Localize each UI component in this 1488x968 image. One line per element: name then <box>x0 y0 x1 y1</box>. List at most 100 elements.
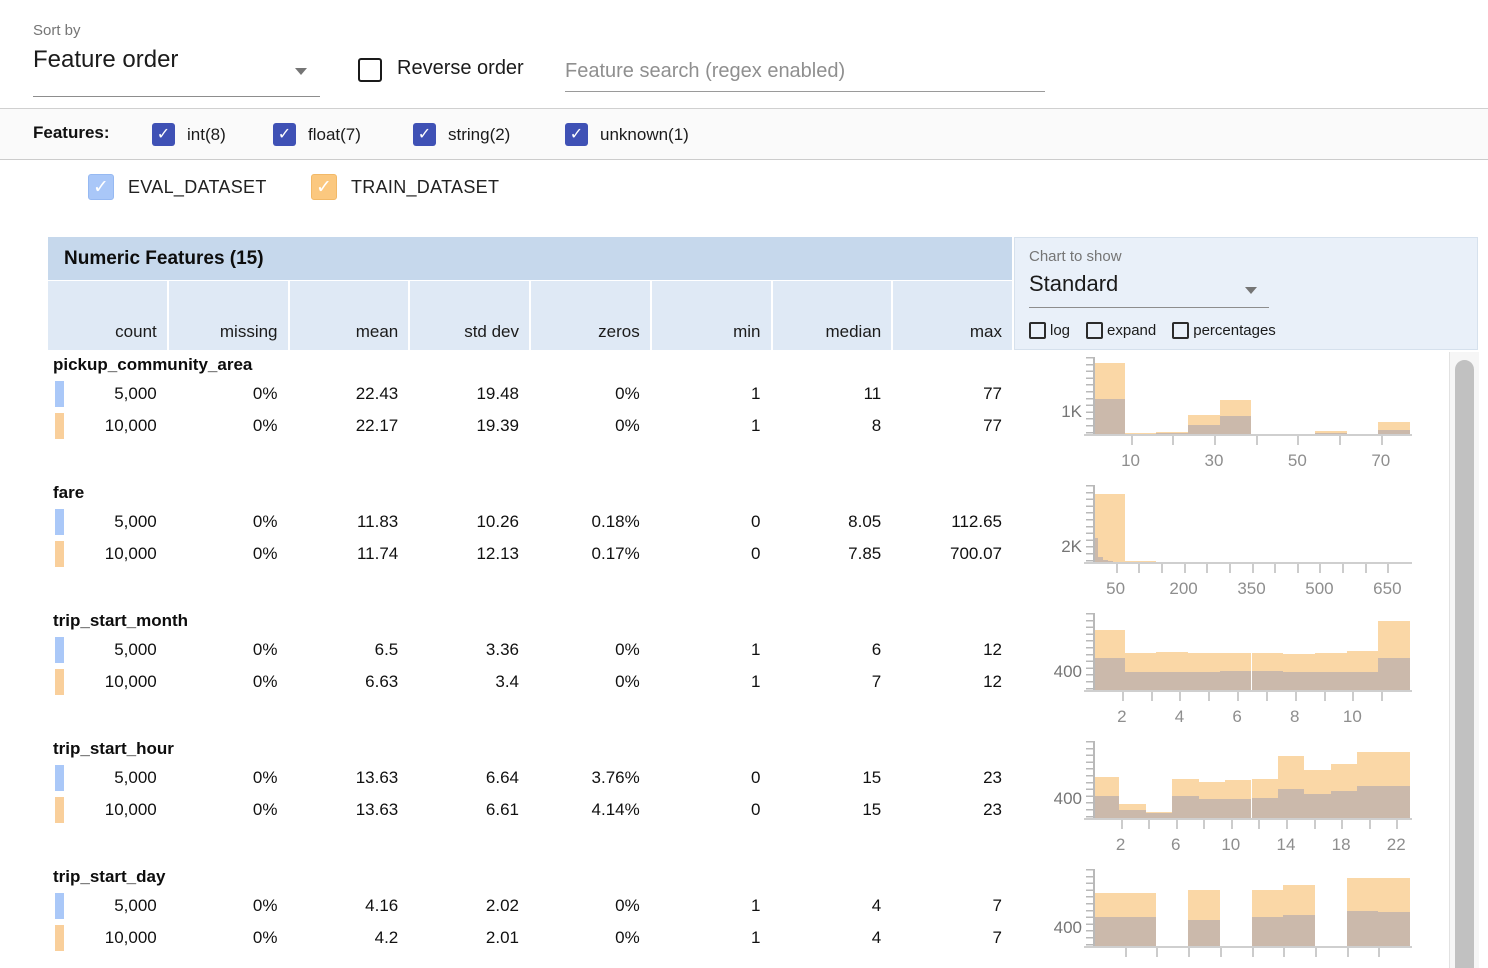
chart-type-select[interactable]: Standard <box>1029 271 1119 296</box>
stat-value: 15 <box>862 768 882 787</box>
check-icon: ✓ <box>156 125 171 143</box>
x-axis-tick <box>1251 564 1254 573</box>
x-axis-tick <box>1172 436 1175 445</box>
stat-row: 10,000 0% 11.74 12.13 0.17% 0 7.85 700.07 <box>48 538 1012 570</box>
stat-value: 23 <box>983 768 1002 787</box>
x-axis-tick <box>1352 692 1355 701</box>
stat-value: 0% <box>615 672 640 691</box>
vertical-scrollbar[interactable] <box>1449 352 1479 968</box>
float-filter-checkbox[interactable]: ✓ <box>273 123 296 146</box>
x-axis-tick <box>1219 948 1222 957</box>
x-axis-tick <box>1124 948 1127 957</box>
eval-overlap-bar <box>1251 671 1284 690</box>
int-filter-checkbox[interactable]: ✓ <box>152 123 175 146</box>
stat-value: 23 <box>983 800 1002 819</box>
stat-value: 6.5 <box>374 640 399 659</box>
sort-order-select[interactable]: Feature order <box>33 46 179 73</box>
x-tick-label: 10 <box>1121 451 1140 470</box>
feature-stats-table: pickup_community_area 5,000 0% 22.43 19.48 0%… <box>48 352 1012 968</box>
x-axis-line <box>1084 434 1412 436</box>
eval-dataset-checkbox[interactable]: ✓ <box>88 174 114 200</box>
expand-option[interactable]: expand <box>1086 322 1156 339</box>
feature-block-trip_start_day: trip_start_day 5,000 0% 4.16 2.02 0% 1 4 7 10,000… <box>48 864 1012 968</box>
eval-marker <box>55 381 64 407</box>
stat-value: 0.17% <box>591 544 640 563</box>
eval-overlap-bar <box>1145 812 1173 818</box>
y-axis-line <box>1093 485 1095 562</box>
log-option[interactable]: log <box>1029 322 1070 339</box>
eval-dataset-toggle[interactable]: ✓ EVAL_DATASET <box>88 174 267 200</box>
eval-dataset-label: EVAL_DATASET <box>128 176 267 197</box>
eval-overlap-bar <box>1098 556 1104 562</box>
feature-search-input[interactable] <box>565 52 1045 92</box>
stat-value: 0 <box>751 544 761 563</box>
x-tick-label: 10 <box>1342 707 1362 726</box>
chart-to-show-label: Chart to show <box>1029 248 1122 265</box>
percentages-option[interactable]: percentages <box>1172 322 1276 339</box>
x-axis-line <box>1084 690 1412 692</box>
train-marker <box>55 413 64 439</box>
train-dataset-toggle[interactable]: ✓ TRAIN_DATASET <box>311 174 499 200</box>
train-dataset-checkbox[interactable]: ✓ <box>311 174 337 200</box>
type-filter-int[interactable]: ✓ int(8) <box>152 123 226 146</box>
string-filter-checkbox[interactable]: ✓ <box>413 123 436 146</box>
x-axis-tick <box>1228 564 1231 573</box>
unknown-filter-checkbox[interactable]: ✓ <box>565 123 588 146</box>
stat-value: 15 <box>862 800 882 819</box>
stat-value: 4.16 <box>365 896 399 915</box>
y-axis-line <box>1093 741 1095 818</box>
y-axis-line <box>1093 869 1095 946</box>
x-axis-tick <box>1138 564 1141 573</box>
stat-value: 1 <box>751 384 761 403</box>
x-axis-tick <box>1368 820 1371 829</box>
y-axis-label: 400 <box>1053 788 1082 808</box>
reverse-order-label: Reverse order <box>397 57 524 79</box>
eval-overlap-bar <box>1119 810 1146 818</box>
column-header-median: median <box>772 281 892 350</box>
stat-value: 11.83 <box>356 512 399 531</box>
scrollbar-thumb[interactable] <box>1455 360 1474 968</box>
stat-value: 1 <box>751 416 761 435</box>
column-header-count: count <box>48 281 167 350</box>
type-filter-float[interactable]: ✓ float(7) <box>273 123 361 146</box>
reverse-order-checkbox[interactable] <box>358 58 382 82</box>
stat-value: 6 <box>871 640 882 659</box>
x-tick-label: 2 <box>1115 835 1126 854</box>
expand-checkbox[interactable] <box>1086 322 1104 339</box>
x-axis-tick <box>1274 564 1277 573</box>
x-axis-tick <box>1179 692 1182 701</box>
stat-value: 2.01 <box>485 928 519 947</box>
features-filter-bar: Features: ✓ int(8) ✓ float(7) ✓ string(2… <box>0 108 1488 160</box>
stat-value: 112.65 <box>951 512 1002 531</box>
stat-value: 8.05 <box>848 512 882 531</box>
x-tick-label: 50 <box>1106 579 1126 598</box>
x-axis-tick <box>1339 436 1342 445</box>
eval-overlap-bar <box>1124 917 1157 946</box>
train-dataset-label: TRAIN_DATASET <box>351 176 500 197</box>
stat-value: 0% <box>615 384 640 403</box>
stat-value: 2.02 <box>485 896 519 915</box>
chevron-down-icon <box>295 68 307 75</box>
stat-value: 0 <box>751 768 761 787</box>
x-axis-tick <box>1120 820 1123 829</box>
type-filter-unknown[interactable]: ✓ unknown(1) <box>565 123 689 146</box>
type-filter-string[interactable]: ✓ string(2) <box>413 123 510 146</box>
column-header-zeros: zeros <box>531 281 650 350</box>
stat-value: 0% <box>252 768 278 787</box>
eval-overlap-bar <box>1219 416 1252 434</box>
stat-value: 13.63 <box>355 800 399 819</box>
eval-overlap-bar <box>1124 672 1157 690</box>
percentages-checkbox[interactable] <box>1172 322 1190 339</box>
numeric-features-title: Numeric Features (15) <box>48 237 1012 280</box>
x-axis-tick <box>1213 436 1216 445</box>
x-axis-tick <box>1150 692 1153 701</box>
train-bar <box>1124 560 1157 562</box>
x-tick-label: 6 <box>1170 835 1181 854</box>
log-checkbox[interactable] <box>1029 322 1046 339</box>
histogram-plot <box>1084 741 1412 829</box>
eval-overlap-bar <box>1378 657 1410 690</box>
eval-overlap-bar <box>1093 795 1120 818</box>
eval-overlap-bar <box>1198 798 1226 818</box>
stat-value: 10,000 <box>104 672 157 691</box>
